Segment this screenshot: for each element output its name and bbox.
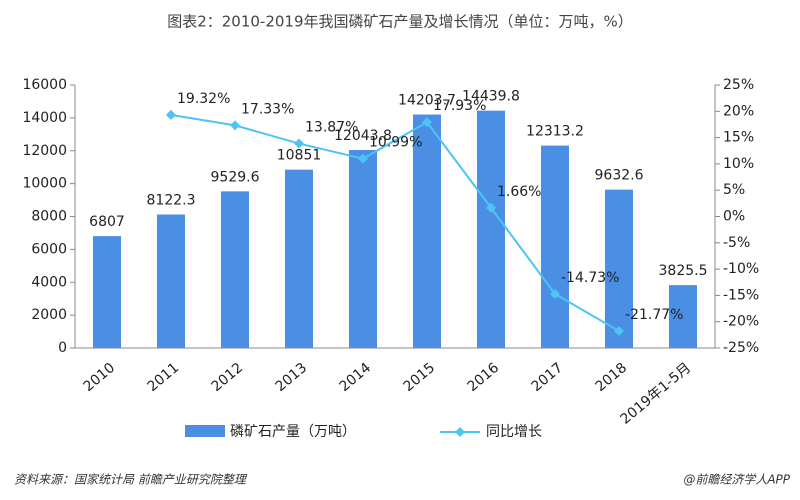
x-tick-label: 2012: [209, 360, 247, 395]
bar: [541, 145, 569, 348]
bar-value-label: 6807: [89, 214, 125, 230]
y-tick-label: 10000: [22, 176, 67, 192]
y2-tick-label: -5%: [723, 235, 750, 251]
line-value-label: -21.77%: [625, 307, 683, 323]
y2-tick-label: -10%: [723, 261, 759, 277]
x-tick-label: 2018: [593, 360, 631, 395]
line-marker: [166, 109, 176, 120]
y2-tick-label: -25%: [723, 340, 759, 356]
line-value-label: 1.66%: [497, 184, 541, 200]
legend-label: 磷矿石产量（万吨）: [230, 424, 356, 440]
line-marker: [358, 153, 368, 164]
legend-swatch: [185, 425, 225, 437]
x-tick-label: 2013: [273, 360, 311, 395]
y-tick-label: 14000: [22, 110, 67, 126]
y-tick-label: 16000: [22, 77, 67, 93]
bar-value-label: 9529.6: [211, 169, 260, 185]
brand: @前瞻经济学人APP: [683, 473, 790, 487]
y-tick-label: 4000: [31, 274, 67, 290]
source: 资料来源：国家统计局 前瞻产业研究院整理: [14, 473, 248, 487]
y2-tick-label: 20%: [723, 103, 754, 119]
chart-title: 图表2：2010-2019年我国磷矿石产量及增长情况（单位：万吨，%）: [167, 13, 633, 31]
bar: [157, 214, 185, 348]
x-tick-label: 2011: [145, 360, 183, 395]
x-tick-label: 2017: [529, 360, 567, 395]
bar-value-label: 10851: [277, 148, 322, 164]
y-tick-label: 12000: [22, 143, 67, 159]
y2-tick-label: 15%: [723, 130, 754, 146]
y-tick-label: 8000: [31, 209, 67, 225]
line: [170, 113, 620, 332]
line-marker: [550, 288, 560, 299]
bar-value-label: 9632.6: [595, 168, 644, 184]
bar: [349, 150, 377, 348]
line-marker: [422, 117, 432, 128]
line-value-label: -14.73%: [561, 270, 619, 286]
bar-value-label: 3825.5: [659, 263, 708, 279]
line-value-label: 10.99%: [369, 135, 422, 151]
x-tick-label: 2014: [337, 360, 375, 395]
bar-value-label: 14439.8: [462, 89, 520, 105]
y2-tick-label: -20%: [723, 314, 759, 330]
bar: [413, 114, 441, 349]
bar-value-label: 14203.7: [398, 93, 456, 109]
legend-label: 同比增长: [486, 424, 542, 440]
line-value-label: 19.32%: [177, 91, 230, 107]
x-tick-label: 2019年1-5月: [618, 360, 695, 428]
y-tick-label: 2000: [31, 307, 67, 323]
x-tick-label: 2010: [81, 360, 119, 395]
bar: [477, 110, 505, 349]
line-value-label: 13.87%: [305, 120, 358, 136]
y2-tick-label: 5%: [723, 182, 745, 198]
bar-value-label: 8122.3: [147, 192, 196, 208]
legend-swatch: [455, 427, 465, 437]
bar: [605, 189, 633, 348]
bar: [221, 191, 249, 348]
y2-tick-label: 10%: [723, 156, 754, 172]
x-tick-label: 2015: [401, 360, 439, 395]
line-value-label: 17.33%: [241, 101, 294, 117]
line-marker: [486, 202, 496, 213]
y2-tick-label: -15%: [723, 287, 759, 303]
y2-tick-label: 25%: [723, 77, 754, 93]
line-value-label: 17.93%: [433, 98, 486, 114]
y-tick-label: 0: [58, 340, 67, 356]
x-tick-label: 2016: [465, 360, 503, 395]
bar: [285, 169, 313, 348]
bar: [93, 236, 121, 348]
y2-tick-label: 0%: [723, 209, 745, 225]
line-marker: [230, 120, 240, 131]
y-tick-label: 6000: [31, 241, 67, 257]
line-marker: [614, 326, 624, 337]
bar: [669, 285, 697, 348]
bar-value-label: 12313.2: [526, 124, 584, 140]
bar-value-label: 12043.8: [334, 128, 392, 144]
line-marker: [294, 138, 304, 149]
